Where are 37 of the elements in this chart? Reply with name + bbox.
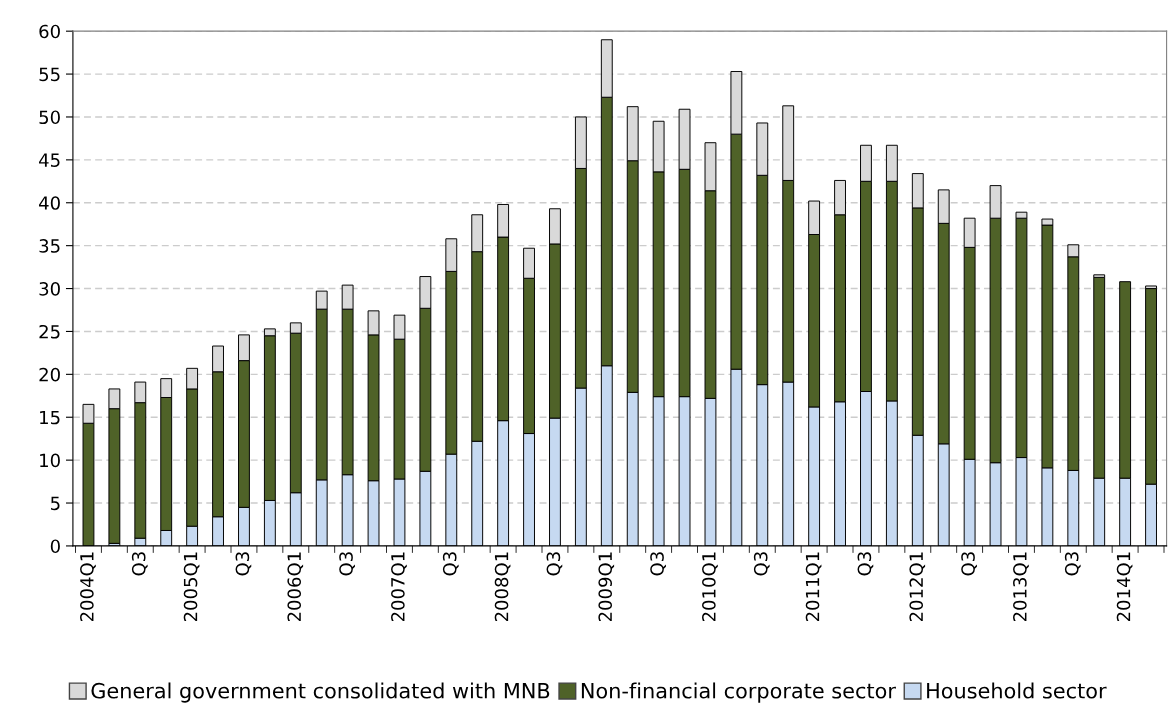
legend-label: Non-financial corporate sector [581, 682, 896, 703]
legend-label: General government consolidated with MNB [91, 682, 550, 703]
y-tick-label: 10 [40, 453, 60, 468]
x-tick-label: Q3 [131, 552, 148, 576]
x-tick-label: 2007Q1 [391, 552, 407, 622]
x-tick-label: Q3 [753, 552, 770, 576]
x-tick-label: 2008Q1 [494, 552, 511, 622]
x-tick-label: 2006Q1 [287, 552, 304, 622]
x-tick-label: 2011Q1 [805, 552, 822, 622]
y-tick-label: 55 [39, 67, 60, 82]
x-tick-label: 2009Q1 [598, 552, 615, 622]
y-tick-label: 45 [39, 153, 60, 167]
y-tick-label: 30 [39, 282, 60, 296]
x-tick-label: Q3 [1064, 552, 1081, 576]
x-tick-label: 2013Q1 [1013, 552, 1029, 622]
y-tick-label: 5 [51, 496, 60, 511]
x-tick-label: Q3 [442, 552, 459, 576]
y-tick-label: 20 [39, 367, 60, 382]
y-tick-label: 50 [39, 110, 60, 125]
x-tick-label: 2014Q1 [1116, 552, 1133, 622]
x-tick-label: Q3 [650, 552, 666, 576]
x-tick-label: Q3 [857, 552, 874, 576]
x-tick-label: 2005Q1 [183, 552, 200, 622]
x-tick-label: 2010Q1 [702, 552, 718, 622]
x-tick-label: 2004Q1 [80, 552, 96, 622]
x-tick-label: Q3 [961, 552, 977, 576]
x-tick-label: Q3 [235, 552, 252, 576]
y-tick-label: 40 [39, 196, 60, 210]
x-tick-label: 2012Q1 [909, 552, 926, 622]
legend-label: Household sector [927, 682, 1107, 699]
y-tick-label: 15 [40, 410, 60, 425]
y-tick-label: 25 [39, 324, 60, 339]
y-tick-label: 60 [39, 24, 60, 39]
x-tick-label: Q3 [339, 552, 355, 576]
y-tick-label: 35 [39, 239, 60, 253]
y-tick-label: 0 [50, 539, 60, 554]
x-tick-label: Q3 [546, 552, 563, 576]
